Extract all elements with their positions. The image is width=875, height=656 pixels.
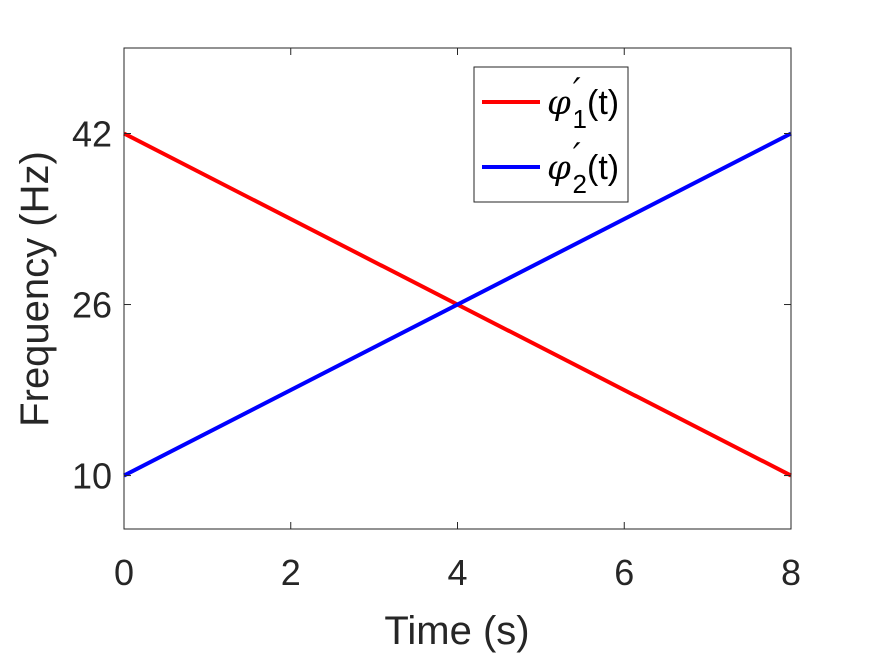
legend-box [473,66,629,203]
y-tick-label: 42 [72,114,112,155]
legend: φ′ 1(t)φ′ 2(t) [473,66,629,203]
ticks-layer [123,48,792,529]
x-axis-label: Time (s) [384,609,529,653]
plot-area [124,48,791,529]
series-2-line [123,131,792,478]
tick-labels-layer: 0 2 4 6 8 10 26 42 [72,114,801,593]
y-tick-label: 10 [72,456,112,497]
legend-label-1: φ′ 1(t) [547,71,619,134]
x-tick-label: 8 [781,552,801,593]
legend-label-2: φ′ 2(t) [547,136,619,199]
y-axis-label: Frequency (Hz) [13,151,57,427]
x-tick-label: 6 [614,552,634,593]
x-tick-label: 2 [281,552,301,593]
series-layer [123,131,792,478]
y-tick-label: 26 [72,285,112,326]
x-tick-label: 0 [114,552,134,593]
x-tick-label: 4 [447,552,467,593]
